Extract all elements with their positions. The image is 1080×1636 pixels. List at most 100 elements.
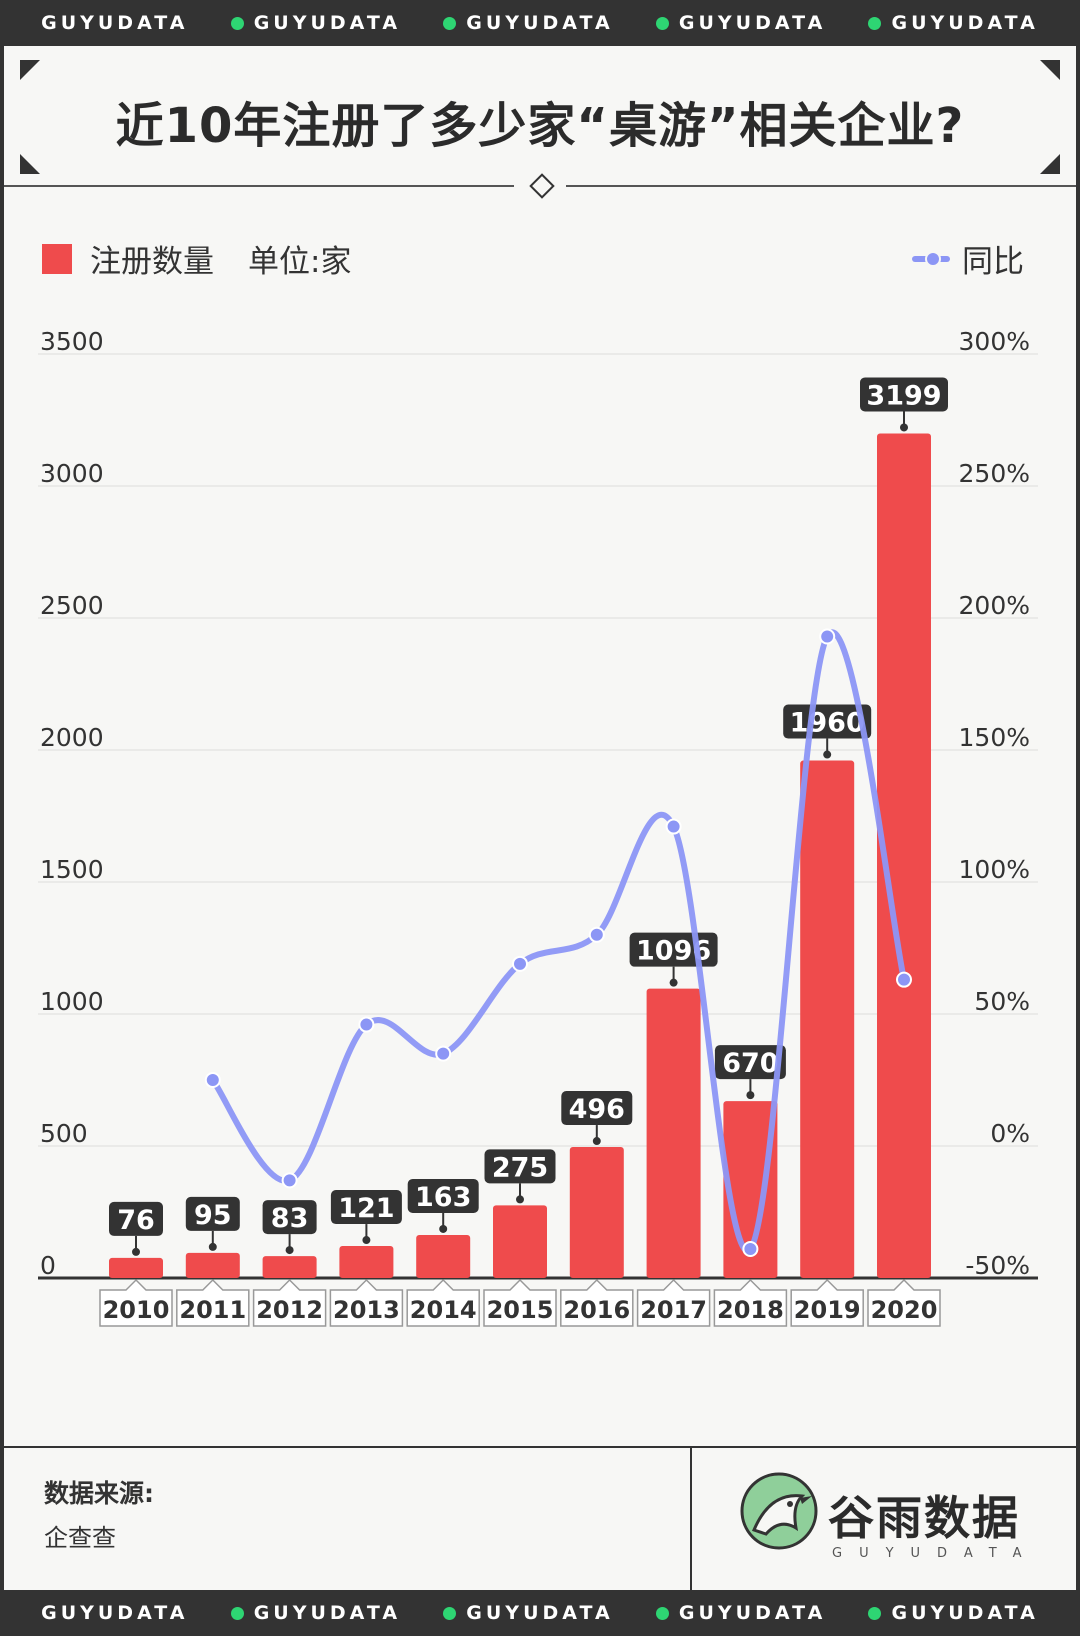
y-tick-label-left: 3500	[40, 327, 104, 356]
yoy-line	[209, 629, 907, 1254]
y-tick-label-right: 50%	[974, 987, 1030, 1016]
x-tick-label: 2010	[103, 1296, 170, 1324]
footer-divider	[4, 1446, 1076, 1448]
corner-decoration	[20, 154, 40, 174]
yoy-point	[819, 628, 836, 645]
dot-icon	[230, 1607, 244, 1620]
bar-value-label: 83	[271, 1203, 309, 1234]
bar-value-label: 76	[117, 1205, 155, 1236]
source-value: 企查查	[44, 1524, 116, 1552]
bar-anchor-dot	[516, 1195, 524, 1204]
yoy-point	[204, 1072, 221, 1088]
bar	[800, 760, 855, 1278]
bar	[185, 1252, 240, 1278]
x-tick-label: 2019	[794, 1296, 861, 1324]
bar	[262, 1256, 317, 1278]
corner-decoration	[20, 60, 40, 80]
bar	[569, 1147, 624, 1278]
bar	[493, 1205, 547, 1278]
x-tick-label: 2014	[410, 1296, 477, 1324]
y-tick-label-right: -50%	[965, 1251, 1030, 1280]
x-tick-label: 2013	[333, 1296, 400, 1324]
bar-value-label: 163	[415, 1182, 471, 1213]
bar-anchor-dot	[439, 1224, 448, 1233]
top-banner: GUYUDATA GUYUDATA GUYUDATA GUYUDATA GUYU…	[0, 0, 1080, 46]
yoy-point	[435, 1045, 452, 1062]
bar-anchor-dot	[669, 978, 678, 987]
bar-swatch-icon	[42, 243, 72, 274]
x-tick-box	[713, 1278, 788, 1327]
unit-label: 单位:家	[248, 244, 352, 280]
y-tick-label-right: 100%	[959, 855, 1030, 884]
dot-icon	[230, 17, 244, 30]
chart-card: 近10年注册了多少家“桌游”相关企业? 注册数量 单位:家 同比 0 500 100…	[4, 46, 1076, 1590]
yoy-point	[512, 955, 528, 972]
banner-segment: GUYUDATA	[655, 1602, 826, 1624]
x-tick-label: 2016	[563, 1296, 630, 1324]
banner-segment: GUYUDATA	[41, 12, 189, 34]
value-label-bg	[185, 1196, 240, 1231]
bar-value-label: 3199	[866, 380, 941, 411]
yoy-point	[358, 1016, 375, 1033]
y-tick-label-left: 3000	[40, 459, 104, 488]
x-tick-box	[406, 1278, 480, 1327]
x-tick-label: 2020	[871, 1296, 938, 1324]
bar-value-label: 1960	[790, 708, 865, 739]
source-label: 数据来源:	[44, 1479, 154, 1508]
bar-anchor-dot	[285, 1246, 294, 1255]
dot-icon	[868, 1607, 882, 1620]
banner-segment: GUYUDATA	[868, 12, 1038, 34]
x-tick-label: 2018	[717, 1296, 784, 1324]
bird-logo-icon	[740, 1472, 818, 1550]
y-tick-label-left: 1500	[40, 855, 104, 884]
banner-segment: GUYUDATA	[443, 1602, 613, 1624]
corner-decoration	[1040, 154, 1060, 174]
y-tick-label-left: 2000	[40, 723, 104, 752]
y-tick-label-right: 300%	[959, 327, 1030, 356]
y-tick-label-right: 200%	[959, 591, 1030, 620]
y-tick-label-right: 150%	[959, 723, 1030, 752]
x-tick-label: 2011	[179, 1296, 246, 1324]
y-tick-label-left: 1000	[40, 987, 104, 1016]
dot-icon	[655, 1607, 669, 1620]
legend-bar-label: 注册数量	[90, 244, 214, 280]
bottom-banner: GUYUDATA GUYUDATA GUYUDATA GUYUDATA GUYU…	[0, 1590, 1080, 1636]
x-tick-box	[636, 1278, 711, 1327]
y-tick-label-right: 0%	[990, 1119, 1030, 1148]
bar-anchor-dot	[592, 1137, 601, 1146]
footer-divider-vertical	[690, 1446, 692, 1590]
x-tick-box	[252, 1278, 327, 1327]
bar	[646, 988, 701, 1278]
yoy-point	[896, 971, 912, 988]
dot-icon	[868, 17, 882, 30]
bar	[109, 1257, 163, 1278]
corner-decoration	[1040, 60, 1060, 80]
value-label-bg	[860, 377, 948, 412]
value-label-bg	[407, 1178, 479, 1213]
yoy-point	[588, 926, 605, 943]
bar-anchor-dot	[900, 423, 908, 432]
title-divider	[566, 185, 1076, 187]
bar-value-label: 496	[569, 1094, 625, 1125]
combo-chart: 0 500 1000 1500 2000 2500 3000 3500 -50% 0% 50% 100…	[38, 327, 1038, 1327]
yoy-point	[281, 1172, 298, 1189]
value-label-bg	[330, 1190, 402, 1225]
value-label-bg	[783, 704, 872, 739]
legend-line-label: 同比	[962, 244, 1024, 280]
bar	[877, 433, 931, 1278]
banner-segment: GUYUDATA	[868, 1602, 1038, 1624]
y-tick-label-right: 250%	[959, 459, 1030, 488]
banner-segment: GUYUDATA	[41, 1602, 189, 1624]
legend-line: 同比	[912, 236, 1024, 281]
x-tick-box	[867, 1278, 941, 1327]
banner-segment: GUYUDATA	[230, 12, 401, 34]
bar	[416, 1234, 471, 1278]
bar-anchor-dot	[746, 1091, 755, 1100]
chart-title: 近10年注册了多少家“桌游”相关企业?	[115, 98, 965, 154]
dot-icon	[443, 17, 457, 30]
x-tick-label: 2012	[256, 1296, 323, 1324]
value-label-bg	[262, 1200, 317, 1235]
value-label-bg	[714, 1045, 786, 1080]
title-divider	[4, 185, 514, 187]
y-tick-label-left: 0	[40, 1251, 56, 1280]
